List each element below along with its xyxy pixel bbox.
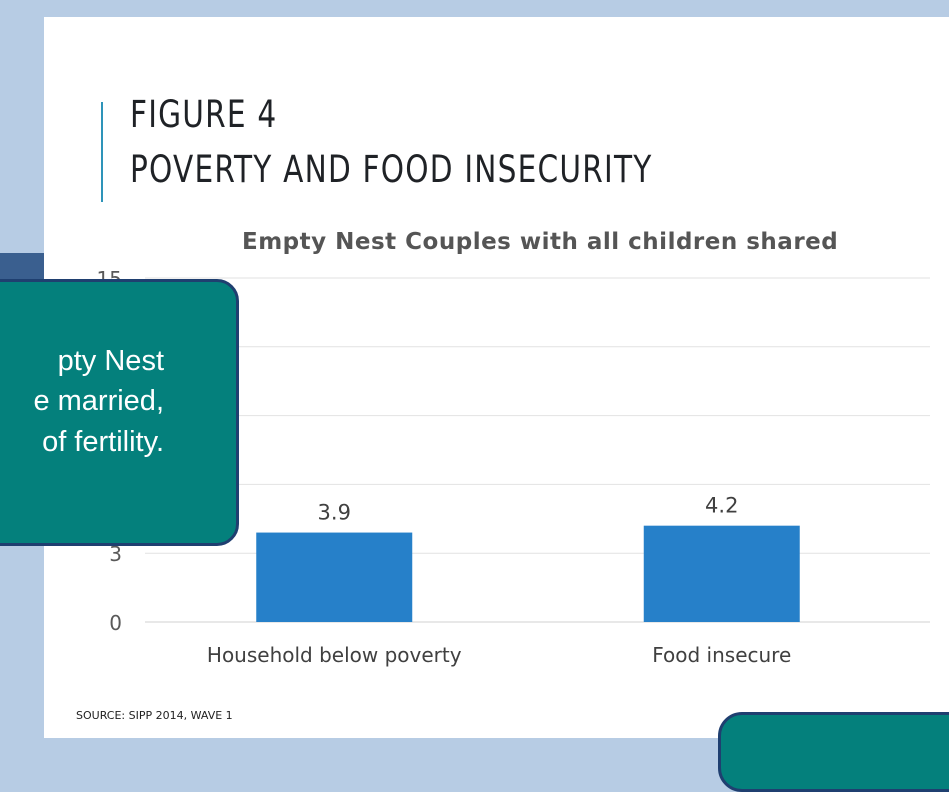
figure-title-line-1: FIGURE 4 bbox=[130, 93, 278, 136]
y-tick-label: 3 bbox=[109, 542, 122, 566]
callout-text-line: pty Nest bbox=[57, 345, 164, 377]
data-label: 3.9 bbox=[318, 501, 351, 525]
chart-title: Empty Nest Couples with all children sha… bbox=[242, 229, 839, 255]
figure-title-line-2: POVERTY AND FOOD INSECURITY bbox=[130, 148, 653, 191]
title-accent-bar bbox=[101, 102, 103, 202]
callout-text-line: e married, bbox=[33, 385, 164, 417]
bar bbox=[643, 525, 800, 622]
y-tick-label: 0 bbox=[109, 611, 122, 635]
callout-text-line: of fertility. bbox=[42, 426, 164, 458]
bar bbox=[256, 532, 413, 622]
callout-box: pty Nest e married, of fertility. bbox=[0, 279, 239, 546]
chart-data-labels: 3.9 4.2 bbox=[318, 494, 739, 525]
x-tick-label: Food insecure bbox=[652, 643, 791, 667]
source-note: SOURCE: SIPP 2014, WAVE 1 bbox=[76, 709, 233, 722]
chart-bars bbox=[256, 525, 800, 622]
chart-x-axis-labels: Household below poverty Food insecure bbox=[207, 643, 791, 667]
x-tick-label: Household below poverty bbox=[207, 643, 462, 667]
callout-box-secondary bbox=[718, 712, 949, 792]
data-label: 4.2 bbox=[705, 494, 738, 518]
